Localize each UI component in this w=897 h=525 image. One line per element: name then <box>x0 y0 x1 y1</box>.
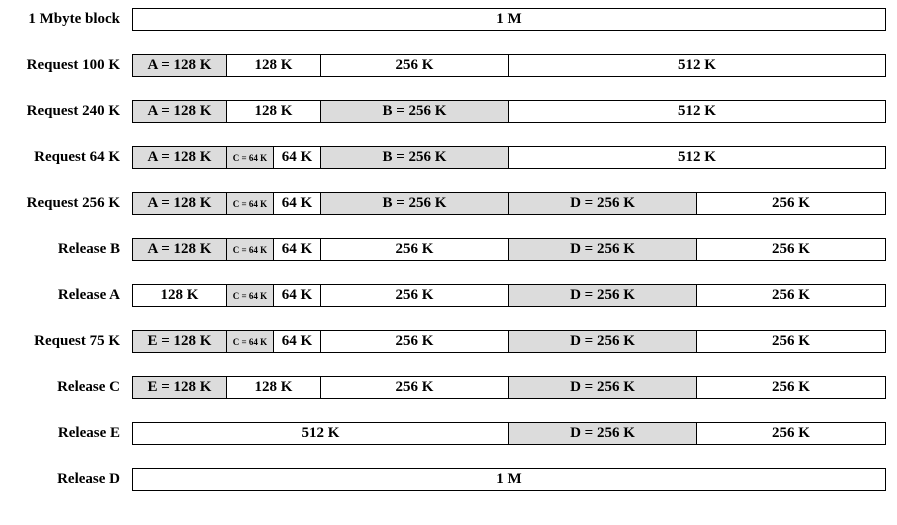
memory-block: 64 K <box>274 239 321 260</box>
memory-block: 256 K <box>321 377 509 398</box>
memory-bar: A = 128 KC = 64 K64 KB = 256 K512 K <box>132 146 886 169</box>
memory-block: E = 128 K <box>133 331 227 352</box>
memory-block: 64 K <box>274 285 321 306</box>
memory-bar: E = 128 K128 K256 KD = 256 K256 K <box>132 376 886 399</box>
memory-row: Request 64 KA = 128 KC = 64 K64 KB = 256… <box>14 146 883 169</box>
memory-row: Release E512 KD = 256 K256 K <box>14 422 883 445</box>
memory-block: A = 128 K <box>133 55 227 76</box>
memory-block: D = 256 K <box>509 331 697 352</box>
memory-block: 64 K <box>274 331 321 352</box>
memory-bar: A = 128 K128 KB = 256 K512 K <box>132 100 886 123</box>
memory-block: 512 K <box>509 147 885 168</box>
memory-bar: A = 128 KC = 64 K64 KB = 256 KD = 256 K2… <box>132 192 886 215</box>
row-label: 1 Mbyte block <box>14 11 132 28</box>
memory-bar: 1 M <box>132 8 886 31</box>
memory-block: 512 K <box>133 423 509 444</box>
memory-bar: 1 M <box>132 468 886 491</box>
memory-bar: 128 KC = 64 K64 K256 KD = 256 K256 K <box>132 284 886 307</box>
memory-block: D = 256 K <box>509 377 697 398</box>
memory-row: Release A128 KC = 64 K64 K256 KD = 256 K… <box>14 284 883 307</box>
memory-bar: E = 128 KC = 64 K64 K256 KD = 256 K256 K <box>132 330 886 353</box>
memory-bar: 512 KD = 256 K256 K <box>132 422 886 445</box>
row-label: Request 256 K <box>14 195 132 212</box>
memory-row: Request 100 KA = 128 K128 K256 K512 K <box>14 54 883 77</box>
memory-block: 256 K <box>697 285 885 306</box>
row-label: Request 64 K <box>14 149 132 166</box>
memory-block: 128 K <box>227 101 321 122</box>
memory-block: 1 M <box>133 9 885 30</box>
row-label: Release E <box>14 425 132 442</box>
memory-block: 256 K <box>321 55 509 76</box>
memory-block: C = 64 K <box>227 147 274 168</box>
memory-block: D = 256 K <box>509 239 697 260</box>
memory-block: 256 K <box>697 193 885 214</box>
memory-block: C = 64 K <box>227 239 274 260</box>
row-label: Release A <box>14 287 132 304</box>
memory-block: D = 256 K <box>509 193 697 214</box>
memory-block: 256 K <box>697 423 885 444</box>
memory-block: 256 K <box>321 331 509 352</box>
memory-row: Request 75 KE = 128 KC = 64 K64 K256 KD … <box>14 330 883 353</box>
memory-block: 512 K <box>509 55 885 76</box>
memory-row: 1 Mbyte block1 M <box>14 8 883 31</box>
memory-block: 256 K <box>697 331 885 352</box>
memory-row: Request 240 KA = 128 K128 KB = 256 K512 … <box>14 100 883 123</box>
memory-block: 128 K <box>227 55 321 76</box>
memory-bar: A = 128 KC = 64 K64 K256 KD = 256 K256 K <box>132 238 886 261</box>
memory-block: 64 K <box>274 147 321 168</box>
memory-block: 128 K <box>227 377 321 398</box>
row-label: Request 240 K <box>14 103 132 120</box>
memory-block: 512 K <box>509 101 885 122</box>
memory-block: C = 64 K <box>227 285 274 306</box>
row-label: Request 100 K <box>14 57 132 74</box>
memory-row: Release BA = 128 KC = 64 K64 K256 KD = 2… <box>14 238 883 261</box>
memory-block: C = 64 K <box>227 193 274 214</box>
row-label: Request 75 K <box>14 333 132 350</box>
memory-row: Release CE = 128 K128 K256 KD = 256 K256… <box>14 376 883 399</box>
row-label: Release D <box>14 471 132 488</box>
memory-block: 1 M <box>133 469 885 490</box>
memory-block: D = 256 K <box>509 285 697 306</box>
memory-block: A = 128 K <box>133 239 227 260</box>
memory-row: Release D1 M <box>14 468 883 491</box>
memory-block: B = 256 K <box>321 193 509 214</box>
memory-block: 256 K <box>321 285 509 306</box>
memory-block: 256 K <box>321 239 509 260</box>
memory-row: Request 256 KA = 128 KC = 64 K64 KB = 25… <box>14 192 883 215</box>
memory-bar: A = 128 K128 K256 K512 K <box>132 54 886 77</box>
memory-block: C = 64 K <box>227 331 274 352</box>
memory-block: 256 K <box>697 239 885 260</box>
buddy-system-diagram: 1 Mbyte block1 MRequest 100 KA = 128 K12… <box>14 8 883 491</box>
memory-block: 256 K <box>697 377 885 398</box>
memory-block: D = 256 K <box>509 423 697 444</box>
memory-block: A = 128 K <box>133 147 227 168</box>
row-label: Release B <box>14 241 132 258</box>
memory-block: E = 128 K <box>133 377 227 398</box>
memory-block: 64 K <box>274 193 321 214</box>
row-label: Release C <box>14 379 132 396</box>
memory-block: 128 K <box>133 285 227 306</box>
memory-block: A = 128 K <box>133 193 227 214</box>
memory-block: A = 128 K <box>133 101 227 122</box>
memory-block: B = 256 K <box>321 147 509 168</box>
memory-block: B = 256 K <box>321 101 509 122</box>
